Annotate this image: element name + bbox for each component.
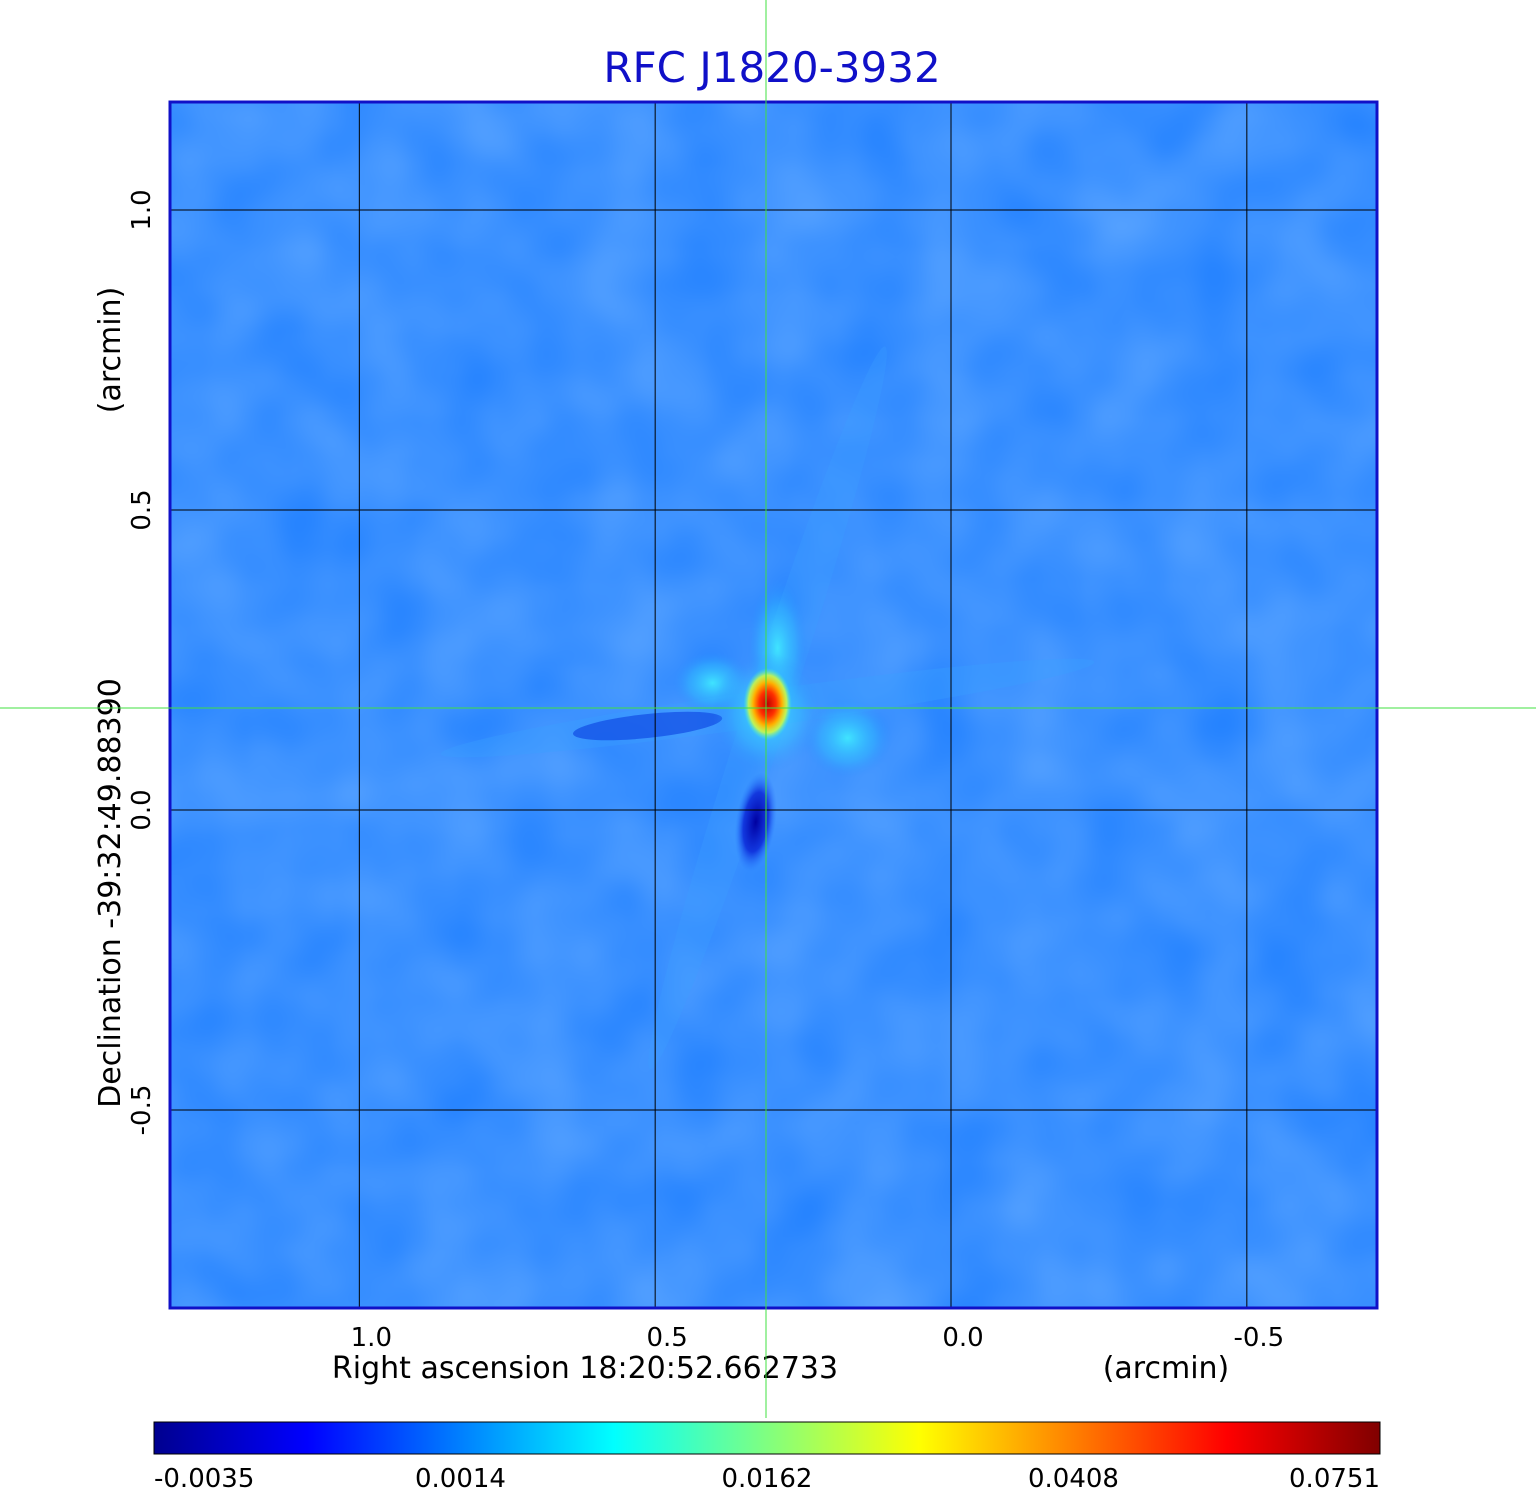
y-tick-label-0: 1.0 <box>127 189 157 230</box>
image-plot-area <box>170 102 1377 1308</box>
x-tick-label-0: 1.0 <box>351 1323 392 1353</box>
plot-frame <box>168 100 1379 1310</box>
negative-streak-left <box>572 711 723 741</box>
y-tick-labels: 1.0 0.5 0.0 -0.5 <box>127 189 157 1135</box>
y-axis-unit: (arcmin) <box>93 287 128 414</box>
chart-title: RFC J1820-3932 <box>603 43 940 92</box>
y-tick-label-3: -0.5 <box>127 1085 157 1136</box>
x-tick-label-3: -0.5 <box>1233 1323 1284 1353</box>
colorbar-tick-label-2: 0.0162 <box>722 1464 813 1494</box>
colorbar-tick-labels: -0.0035 0.0014 0.0162 0.0408 0.0751 <box>154 1464 1380 1494</box>
colorbar <box>153 1421 1381 1455</box>
colorbar-tick-label-3: 0.0408 <box>1028 1464 1119 1494</box>
colorbar-tick-label-1: 0.0014 <box>415 1464 506 1494</box>
coordinate-grid <box>170 102 1377 1308</box>
x-axis-unit: (arcmin) <box>1103 1351 1230 1386</box>
y-tick-label-1: 0.5 <box>127 489 157 530</box>
x-tick-label-1: 0.5 <box>646 1323 687 1353</box>
y-axis-label: Declination -39:32:49.88390 <box>93 678 128 1108</box>
halo-east <box>802 698 893 778</box>
crosshair <box>0 0 1536 1418</box>
colorbar-tick-label-0: -0.0035 <box>154 1464 254 1494</box>
peak-source <box>743 668 792 740</box>
y-tick-label-2: 0.0 <box>127 789 157 830</box>
x-tick-labels: 1.0 0.5 0.0 -0.5 <box>351 1323 1285 1353</box>
x-tick-label-2: 0.0 <box>942 1323 983 1353</box>
x-axis-label: Right ascension 18:20:52.662733 <box>332 1351 838 1386</box>
colorbar-tick-label-4: 0.0751 <box>1289 1464 1380 1494</box>
